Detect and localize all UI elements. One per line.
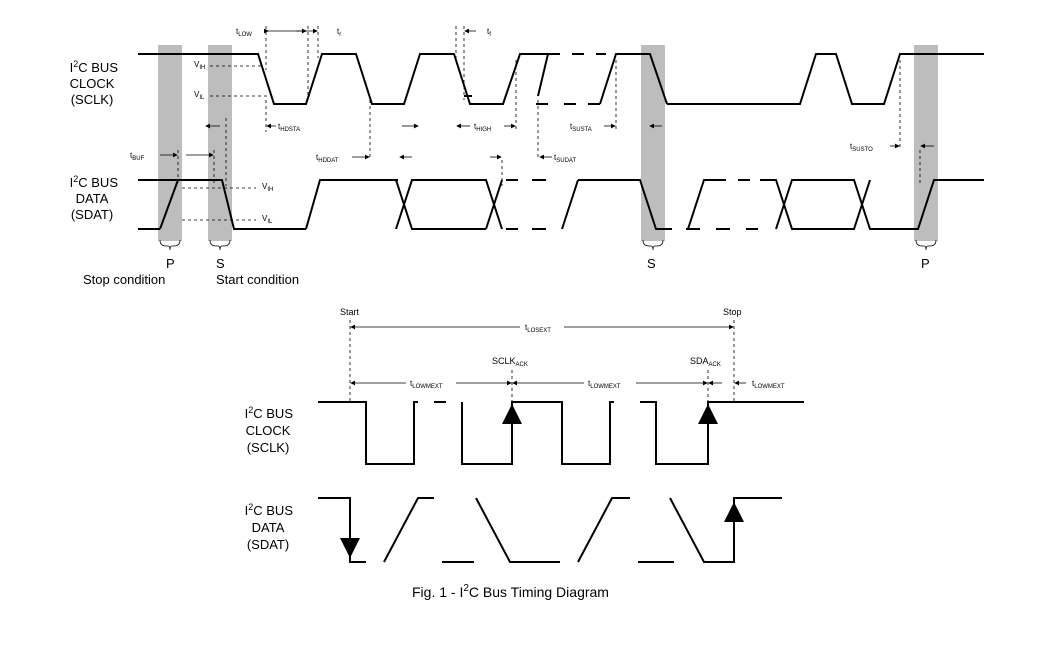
vil-clock-v: V: [194, 90, 200, 99]
bottom-start-label: Start: [340, 307, 360, 317]
label-thigh: tHIGH: [474, 122, 491, 133]
vil-clock-sub: IL: [199, 95, 205, 101]
brace-s2: [642, 239, 664, 251]
start-region-2: [641, 45, 665, 241]
vih-clock-v: V: [194, 60, 200, 69]
sda-ack-sub: ACK: [709, 362, 721, 368]
stop-region-1: [158, 45, 182, 241]
cond-s1: S: [216, 256, 225, 271]
sclk-rise: [537, 53, 668, 105]
label-tlowmext2-sub: LOWMEXT: [590, 384, 621, 390]
brace-p1: [159, 239, 181, 251]
bottom-clock-label-2: CLOCK: [246, 423, 291, 438]
label-tsusto: tSUSTO: [850, 142, 873, 153]
brace-p2: [915, 239, 937, 251]
bottom-data-label-2: DATA: [252, 520, 285, 535]
label-thigh-sub: HIGH: [476, 127, 491, 133]
top-data-label-1: I2C BUS: [70, 174, 119, 190]
sdat-data-2: [760, 179, 984, 230]
top-clock-label-3: (SCLK): [71, 92, 114, 107]
label-tsudat-sub: SUDAT: [556, 158, 576, 164]
figure-caption: Fig. 1 - I2C Bus Timing Diagram: [412, 583, 609, 600]
caption-sup: 2: [463, 583, 469, 594]
sdat-start-2: [578, 179, 672, 230]
label-tlowmext1-sub: LOWMEXT: [412, 384, 443, 390]
sdat-stop-rise: [159, 179, 179, 230]
label-tsusto-sub: SUSTO: [852, 147, 873, 153]
caption-prefix: Fig. 1 - I: [412, 584, 463, 600]
bottom-clock-sup: 2: [248, 405, 253, 415]
vih-data-sub: IH: [267, 187, 273, 193]
label-tlosext: tLOSEXT: [525, 323, 551, 334]
bottom-data-label-1: I2C BUS: [245, 502, 294, 518]
top-data-rest: C BUS: [78, 175, 118, 190]
caption-suffix: C Bus Timing Diagram: [469, 584, 609, 600]
label-tbuf-sub: BUF: [132, 156, 144, 162]
top-clock-label-2: CLOCK: [70, 76, 115, 91]
label-tbuf: tBUF: [130, 151, 145, 162]
vil-data-sub: IL: [267, 219, 273, 225]
label-sclk-ack: SCLKACK: [492, 356, 528, 368]
brace-s1: [209, 239, 231, 251]
label-tf-sub: f: [489, 32, 491, 38]
cond-p2: P: [921, 256, 930, 271]
sclk-ack-main: SCLK: [492, 356, 516, 366]
top-clock-rest: C BUS: [78, 60, 118, 75]
sdat-slope: [561, 179, 579, 230]
label-tlowmext2: tLOWMEXT: [588, 379, 621, 390]
label-tsusta-sub: SUSTA: [572, 127, 592, 133]
bottom-clock-label-3: (SCLK): [247, 440, 290, 455]
sclk-ack-sub: ACK: [516, 362, 528, 368]
sdat-dash: [506, 179, 546, 230]
label-thdsta: tHDSTA: [278, 122, 300, 133]
top-clock-sup: 2: [73, 59, 78, 69]
sclk-waveform-1: [138, 53, 548, 105]
start-condition-label: Start condition: [216, 272, 299, 287]
bottom-stop-label: Stop: [723, 307, 742, 317]
top-data-label-3: (SDAT): [71, 207, 113, 222]
label-sda-ack: SDAACK: [690, 356, 721, 368]
top-data-sup: 2: [73, 174, 78, 184]
vih-data-v: V: [262, 182, 268, 191]
top-clock-label-1: I2C BUS: [70, 59, 119, 75]
bottom-data-label-3: (SDAT): [247, 537, 289, 552]
sclk-waveform-2: [667, 53, 984, 105]
label-vil-clock: VIL: [194, 90, 205, 101]
label-tr: tr: [337, 27, 341, 38]
label-tlow: tLOW: [236, 27, 252, 38]
label-vil-data: VIL: [262, 214, 273, 225]
label-tlosext-sub: LOSEXT: [527, 328, 551, 334]
sdat-rise-2: [687, 179, 750, 230]
label-vih-clock: VIH: [194, 60, 205, 71]
bottom-clock-label-1: I2C BUS: [245, 405, 294, 421]
label-tlow-sub: LOW: [238, 32, 252, 38]
start-region-1: [208, 45, 232, 241]
vih-clock-sub: IH: [199, 65, 205, 71]
label-thddat: tHDDAT: [316, 153, 339, 164]
bottom-sdat-waveform: [318, 497, 782, 563]
label-tsudat: tSUDAT: [554, 153, 576, 164]
label-thdsta-sub: HDSTA: [280, 127, 300, 133]
top-data-label-2: DATA: [76, 191, 109, 206]
sda-ack-main: SDA: [690, 356, 709, 366]
label-vih-data: VIH: [262, 182, 273, 193]
cond-s2: S: [647, 256, 656, 271]
stop-region-2: [914, 45, 938, 241]
label-tf: tf: [487, 27, 491, 38]
stop-condition-label: Stop condition: [83, 272, 165, 287]
vil-data-v: V: [262, 214, 268, 223]
label-tlowmext3-sub: LOWMEXT: [754, 384, 785, 390]
bottom-data-rest: C BUS: [253, 503, 293, 518]
bottom-data-sup: 2: [248, 502, 253, 512]
cond-p1: P: [166, 256, 175, 271]
label-tlowmext3: tLOWMEXT: [752, 379, 785, 390]
bottom-clock-rest: C BUS: [253, 406, 293, 421]
sdat-data-1: [305, 179, 503, 230]
label-tsusta: tSUSTA: [570, 122, 592, 133]
label-thddat-sub: HDDAT: [318, 158, 339, 164]
label-tlowmext1: tLOWMEXT: [410, 379, 443, 390]
bottom-sclk-waveform: [318, 401, 804, 465]
label-tr-sub: r: [339, 32, 341, 38]
